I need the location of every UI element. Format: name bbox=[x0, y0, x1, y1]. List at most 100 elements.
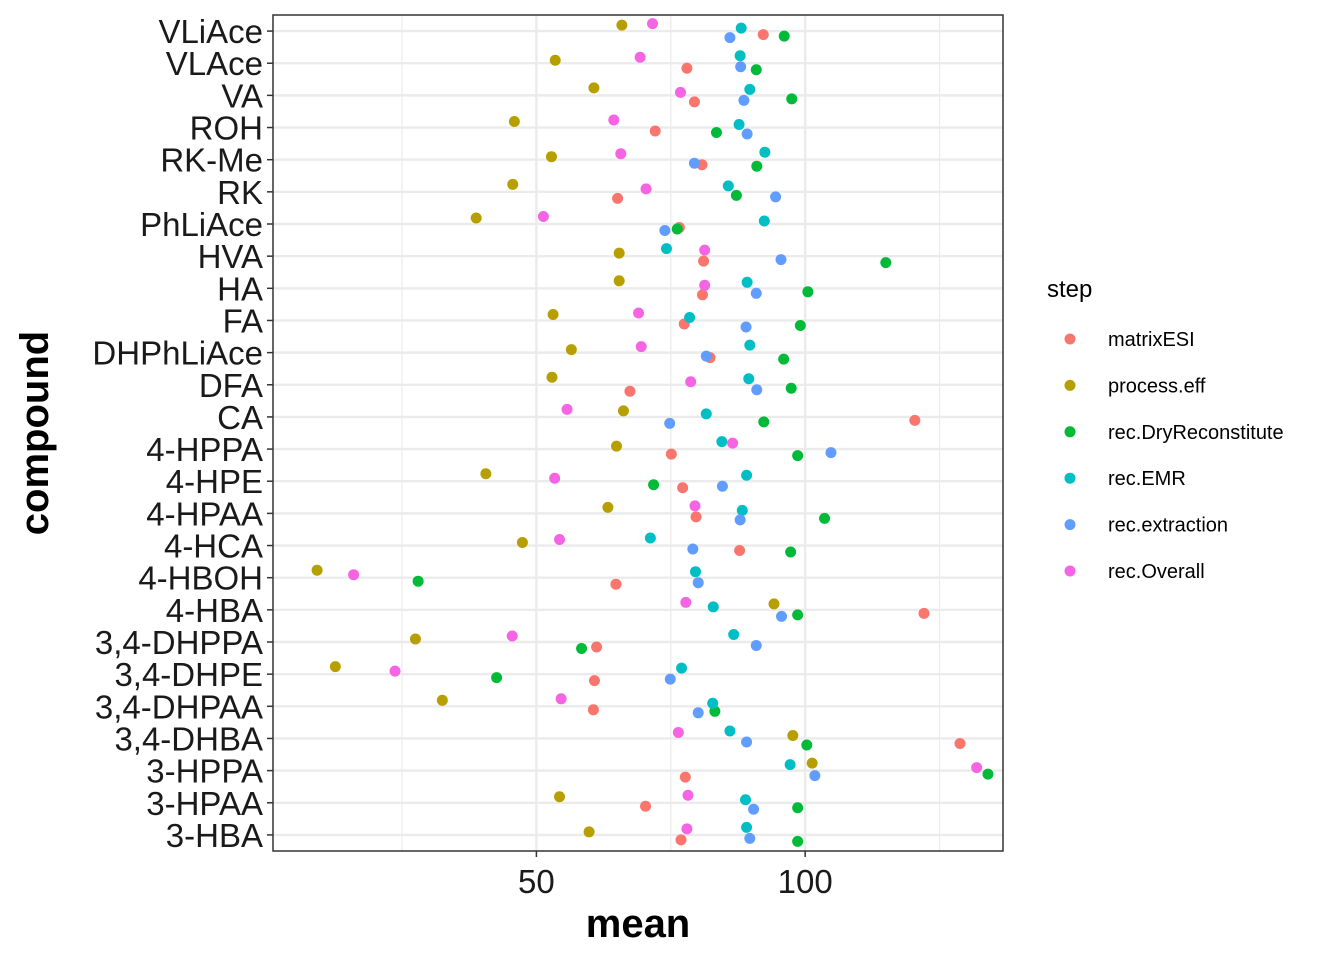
y-tick-label: PhLiAce bbox=[140, 206, 263, 243]
point-rec-Overall bbox=[608, 114, 620, 126]
point-rec-Overall bbox=[537, 211, 549, 222]
point-rec-DryReconstitute bbox=[802, 286, 814, 298]
point-rec-DryReconstitute bbox=[785, 546, 797, 558]
y-tick-label: 4-HBA bbox=[166, 592, 263, 629]
point-process-eff bbox=[565, 344, 577, 356]
point-rec-EMR bbox=[744, 83, 756, 95]
point-rec-Overall bbox=[549, 472, 561, 484]
point-matrixESI bbox=[665, 448, 677, 460]
y-tick-label: 3-HPAA bbox=[146, 785, 263, 822]
point-rec-EMR bbox=[728, 629, 740, 640]
point-rec-Overall bbox=[674, 86, 686, 98]
y-axis-ticks: VLiAceVLAceVAROHRK-MeRKPhLiAceHVAHAFADHP… bbox=[92, 13, 273, 854]
y-tick-label: 4-HCA bbox=[164, 528, 263, 565]
point-rec-extraction bbox=[734, 514, 746, 526]
point-rec-EMR bbox=[736, 504, 748, 516]
point-rec-EMR bbox=[707, 601, 719, 613]
point-rec-DryReconstitute bbox=[730, 189, 742, 201]
point-rec-DryReconstitute bbox=[671, 223, 683, 235]
point-process-eff bbox=[508, 116, 520, 128]
legend-label: rec.DryReconstitute bbox=[1108, 422, 1284, 444]
point-rec-DryReconstitute bbox=[778, 353, 790, 365]
point-rec-extraction bbox=[738, 94, 750, 106]
point-rec-Overall bbox=[615, 148, 627, 160]
point-rec-DryReconstitute bbox=[491, 672, 503, 684]
y-tick-label: VLAce bbox=[166, 45, 263, 82]
point-process-eff bbox=[329, 661, 341, 673]
point-matrixESI bbox=[688, 96, 700, 108]
point-rec-DryReconstitute bbox=[751, 160, 763, 172]
point-matrixESI bbox=[918, 607, 930, 619]
y-tick-label: RK bbox=[217, 174, 263, 211]
y-tick-label: 3-HBA bbox=[166, 817, 263, 854]
point-matrixESI bbox=[588, 675, 600, 687]
y-tick-label: ROH bbox=[190, 110, 263, 147]
point-rec-extraction bbox=[687, 543, 699, 555]
point-rec-EMR bbox=[690, 566, 702, 578]
point-rec-DryReconstitute bbox=[710, 127, 722, 139]
point-rec-extraction bbox=[692, 707, 704, 719]
point-rec-EMR bbox=[734, 50, 746, 62]
point-matrixESI bbox=[954, 737, 966, 749]
point-rec-extraction bbox=[748, 803, 760, 815]
legend-key bbox=[1064, 333, 1076, 345]
point-rec-DryReconstitute bbox=[576, 643, 588, 654]
point-rec-extraction bbox=[716, 480, 728, 492]
point-matrixESI bbox=[681, 62, 693, 74]
point-rec-DryReconstitute bbox=[648, 479, 660, 491]
point-rec-extraction bbox=[659, 225, 671, 236]
point-rec-EMR bbox=[740, 794, 752, 806]
point-rec-Overall bbox=[647, 18, 659, 30]
point-rec-extraction bbox=[750, 640, 762, 651]
point-rec-DryReconstitute bbox=[880, 257, 892, 269]
point-rec-DryReconstitute bbox=[801, 739, 813, 751]
point-rec-extraction bbox=[735, 61, 747, 73]
x-tick-label: 100 bbox=[778, 863, 833, 900]
point-process-eff bbox=[545, 151, 557, 163]
point-process-eff bbox=[547, 308, 559, 320]
point-matrixESI bbox=[679, 771, 691, 783]
point-rec-Overall bbox=[699, 279, 711, 291]
point-rec-extraction bbox=[744, 832, 756, 844]
point-matrixESI bbox=[909, 414, 921, 426]
legend-key bbox=[1064, 426, 1076, 438]
legend-label: rec.Overall bbox=[1108, 561, 1205, 583]
point-rec-extraction bbox=[688, 157, 700, 169]
point-matrixESI bbox=[697, 289, 709, 301]
panel-border bbox=[272, 14, 1004, 852]
y-tick-label: 3,4-DHPE bbox=[114, 656, 263, 693]
point-process-eff bbox=[516, 537, 528, 549]
point-rec-extraction bbox=[741, 128, 753, 140]
point-rec-EMR bbox=[741, 276, 753, 288]
point-rec-extraction bbox=[809, 770, 821, 782]
point-process-eff bbox=[311, 564, 323, 576]
point-rec-extraction bbox=[750, 287, 762, 299]
y-tick-label: DFA bbox=[199, 367, 263, 404]
point-matrixESI bbox=[677, 482, 689, 494]
point-rec-EMR bbox=[743, 373, 755, 385]
y-tick-label: 4-HPE bbox=[166, 463, 263, 500]
point-process-eff bbox=[617, 405, 629, 417]
point-process-eff bbox=[546, 371, 558, 383]
point-rec-EMR bbox=[784, 759, 796, 771]
point-rec-Overall bbox=[682, 789, 694, 801]
point-rec-Overall bbox=[506, 630, 518, 642]
legend-key bbox=[1064, 565, 1076, 577]
point-rec-EMR bbox=[758, 215, 770, 227]
point-rec-Overall bbox=[640, 183, 652, 195]
point-rec-EMR bbox=[733, 119, 745, 131]
point-rec-Overall bbox=[561, 403, 573, 415]
legend-label: matrixESI bbox=[1108, 329, 1195, 351]
point-rec-EMR bbox=[684, 311, 696, 323]
point-rec-EMR bbox=[744, 339, 756, 351]
point-rec-Overall bbox=[971, 762, 983, 774]
point-rec-extraction bbox=[770, 191, 782, 203]
point-matrixESI bbox=[690, 511, 702, 523]
point-rec-Overall bbox=[681, 823, 693, 835]
point-rec-Overall bbox=[689, 500, 701, 512]
legend-key bbox=[1064, 519, 1076, 531]
x-axis-ticks: 50 100 bbox=[518, 851, 833, 900]
x-axis-title: mean bbox=[586, 902, 691, 946]
point-rec-Overall bbox=[672, 726, 684, 738]
point-rec-Overall bbox=[635, 341, 647, 353]
